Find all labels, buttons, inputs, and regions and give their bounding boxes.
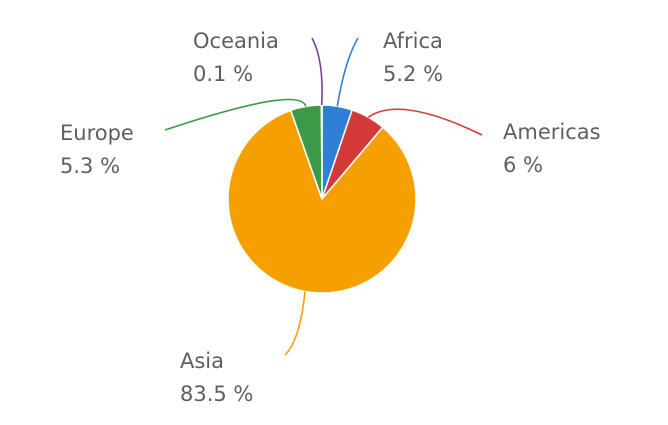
leader-line — [336, 37, 359, 107]
slice-value-label: 5.3 % — [60, 154, 120, 178]
leader-line — [164, 98, 307, 131]
slice-value-label: 5.2 % — [383, 62, 443, 86]
slice-value-label: 83.5 % — [180, 382, 253, 406]
slice-label: Europe — [60, 121, 134, 145]
leader-line — [311, 37, 323, 106]
pie-slice — [320, 104, 323, 200]
slice-label: Africa — [383, 29, 443, 53]
slice-value-label: 6 % — [503, 153, 543, 177]
leader-line — [284, 291, 306, 356]
slice-label: Asia — [180, 349, 224, 373]
slice-label: Americas — [503, 120, 601, 144]
slice-label: Oceania — [193, 29, 279, 53]
pie-slice — [227, 109, 417, 294]
slice-value-label: 0.1 % — [193, 62, 253, 86]
leader-line — [367, 108, 483, 136]
